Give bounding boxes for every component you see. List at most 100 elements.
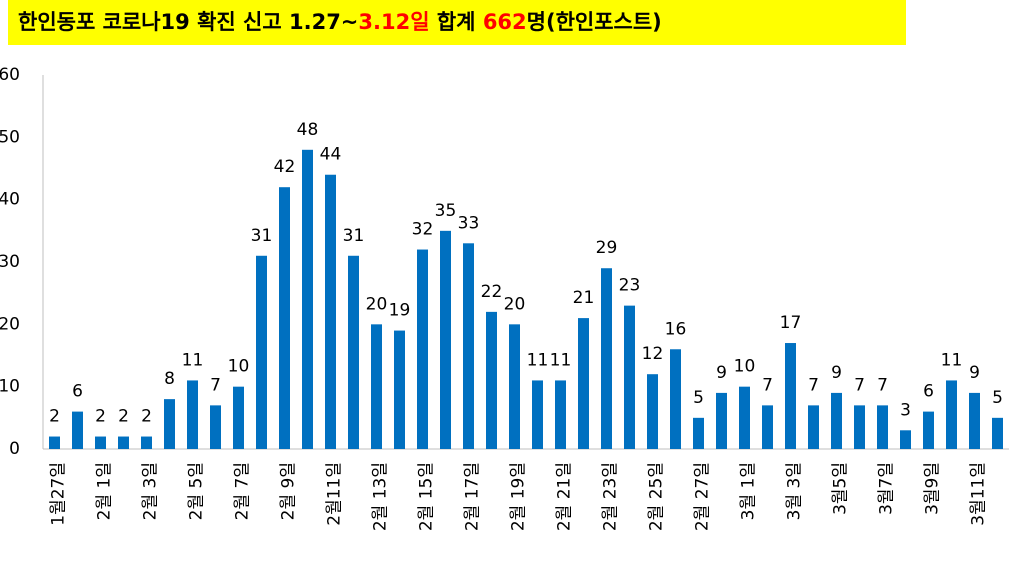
bar xyxy=(486,311,497,449)
data-label: 7 xyxy=(808,375,819,395)
y-tick-label: 30 xyxy=(0,252,20,272)
bar xyxy=(440,230,451,449)
y-tick-label: 0 xyxy=(9,439,20,459)
x-tick-label: 2월 1일 xyxy=(95,462,115,520)
data-label: 22 xyxy=(481,282,503,302)
bar xyxy=(923,411,934,449)
bar xyxy=(946,380,957,449)
data-label: 31 xyxy=(251,226,273,246)
data-label: 10 xyxy=(228,357,250,377)
bar xyxy=(302,149,313,450)
bar xyxy=(532,380,543,449)
x-tick-label: 2월 21일 xyxy=(555,462,575,531)
x-tick-label: 2월 3일 xyxy=(141,462,161,520)
data-label: 7 xyxy=(877,375,888,395)
y-tick-label: 60 xyxy=(0,65,20,85)
bar xyxy=(256,255,267,449)
data-label: 6 xyxy=(72,382,83,402)
data-label: 6 xyxy=(923,382,934,402)
x-tick-label: 3월 3일 xyxy=(785,462,805,520)
data-label: 11 xyxy=(182,350,204,370)
data-label: 9 xyxy=(831,363,842,383)
bar xyxy=(118,436,129,449)
y-tick-label: 40 xyxy=(0,190,20,210)
bar xyxy=(693,417,704,449)
data-label: 7 xyxy=(762,375,773,395)
data-label: 9 xyxy=(969,363,980,383)
bar xyxy=(670,349,681,449)
x-tick-label: 2월 27일 xyxy=(693,462,713,531)
x-tick-label: 2월 5일 xyxy=(187,462,207,520)
data-label: 23 xyxy=(619,276,641,296)
bar xyxy=(739,386,750,449)
bar xyxy=(877,405,888,449)
data-label: 44 xyxy=(320,145,342,165)
x-tick-label: 3월 1일 xyxy=(739,462,759,520)
x-tick-label: 2월11일 xyxy=(325,462,345,526)
chart-title: 한인동포 코로나19 확진 신고 1.27~3.12일 합계 662명(한인포스… xyxy=(18,10,662,34)
data-label: 2 xyxy=(118,407,129,427)
data-label: 35 xyxy=(435,201,457,221)
bar xyxy=(555,380,566,449)
y-tick-label: 10 xyxy=(0,377,20,397)
x-tick-label: 2월 9일 xyxy=(279,462,299,520)
data-label: 11 xyxy=(550,350,572,370)
x-tick-label: 2월 13일 xyxy=(371,462,391,531)
data-label: 3 xyxy=(900,400,911,420)
bar xyxy=(808,405,819,449)
x-tick-label: 2월 15일 xyxy=(417,462,437,531)
x-tick-label: 3월11일 xyxy=(969,462,989,526)
title-part: 662 xyxy=(483,10,527,34)
bar xyxy=(463,243,474,449)
bar xyxy=(969,392,980,449)
title-part: 한인동포 코로나19 확진 신고 1.27~ xyxy=(18,10,358,34)
data-label: 29 xyxy=(596,238,618,258)
bar xyxy=(325,174,336,449)
bar xyxy=(854,405,865,449)
x-tick-label: 3월9일 xyxy=(923,462,943,515)
bar xyxy=(601,268,612,449)
x-tick-label: 2월 19일 xyxy=(509,462,529,531)
bar xyxy=(900,430,911,449)
bar xyxy=(210,405,221,449)
title-part: 명(한인포스트) xyxy=(527,10,662,34)
bar xyxy=(762,405,773,449)
bar xyxy=(233,386,244,449)
bar xyxy=(647,374,658,449)
data-label: 21 xyxy=(573,288,595,308)
bar xyxy=(624,305,635,449)
data-label: 33 xyxy=(458,213,480,233)
y-tick-label: 20 xyxy=(0,314,20,334)
data-label: 31 xyxy=(343,226,365,246)
data-label: 2 xyxy=(49,407,60,427)
bar xyxy=(187,380,198,449)
bar xyxy=(164,399,175,449)
data-label: 20 xyxy=(504,294,526,314)
data-label: 12 xyxy=(642,344,664,364)
bar xyxy=(394,330,405,449)
x-tick-label: 2월 23일 xyxy=(601,462,621,531)
data-label: 2 xyxy=(95,407,106,427)
data-label: 8 xyxy=(164,369,175,389)
data-label: 2 xyxy=(141,407,152,427)
x-tick-label: 2월 7일 xyxy=(233,462,253,520)
x-tick-label: 1월27일 xyxy=(49,462,69,526)
data-label: 20 xyxy=(366,294,388,314)
bar xyxy=(716,392,727,449)
x-tick-label: 2월 25일 xyxy=(647,462,667,531)
data-label: 42 xyxy=(274,157,296,177)
data-label: 32 xyxy=(412,220,434,240)
bar xyxy=(831,392,842,449)
bar xyxy=(348,255,359,449)
bar xyxy=(371,324,382,449)
data-label: 11 xyxy=(527,350,549,370)
bar xyxy=(49,436,60,449)
bar xyxy=(141,436,152,449)
data-label: 7 xyxy=(854,375,865,395)
data-label: 17 xyxy=(780,313,802,333)
bar xyxy=(95,436,106,449)
data-label: 7 xyxy=(210,375,221,395)
bar xyxy=(72,411,83,449)
data-label: 11 xyxy=(941,350,963,370)
y-tick-label: 50 xyxy=(0,127,20,147)
